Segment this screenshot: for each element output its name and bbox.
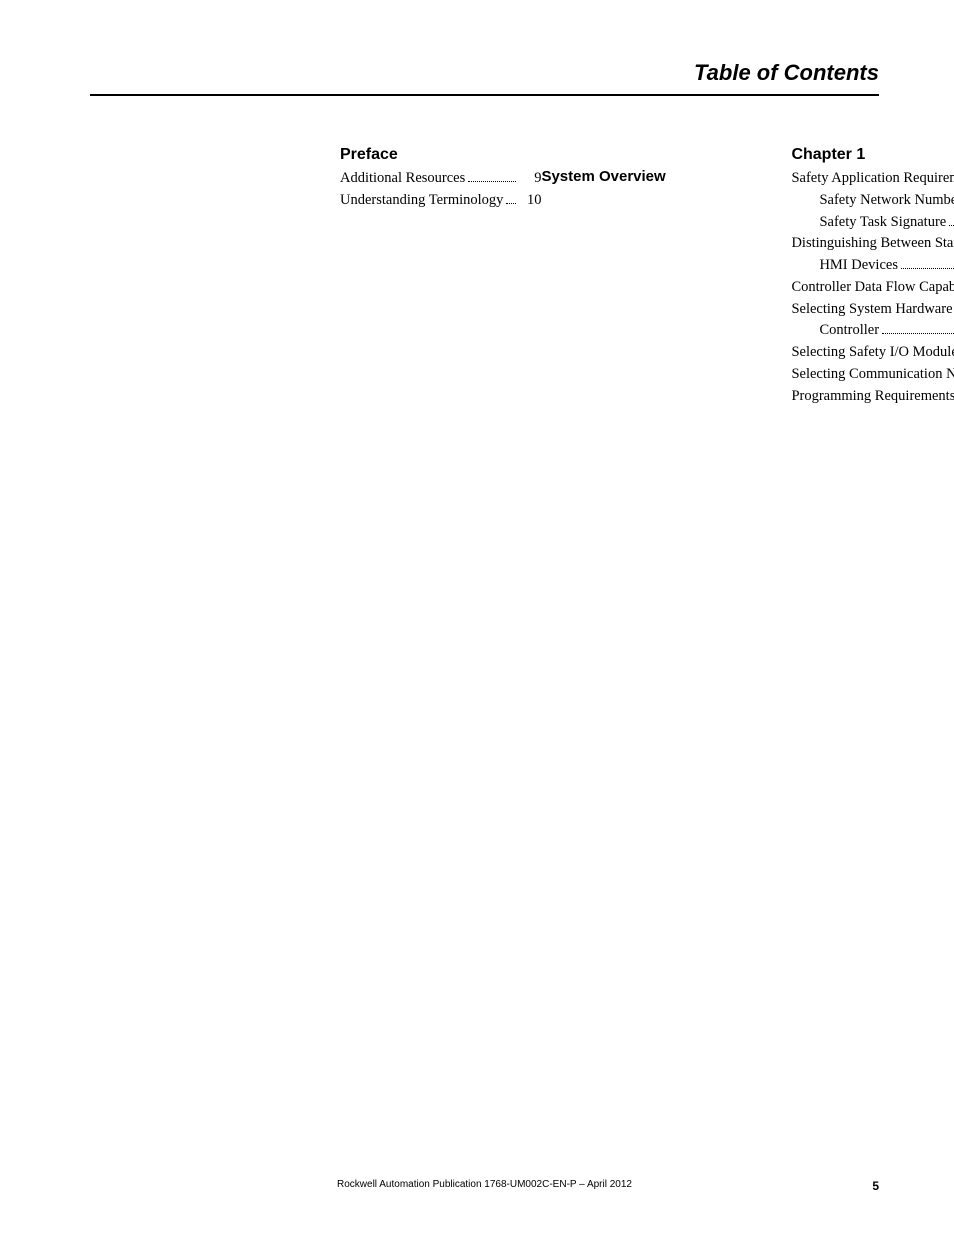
toc-entry-text: Safety Task Signature <box>819 212 946 234</box>
toc-entry-wrap: Selecting Communication Networks14 <box>791 364 954 386</box>
toc-row: HMI Devices12 <box>541 255 954 277</box>
footer-page-number: 5 <box>872 1179 879 1193</box>
toc-row: System OverviewSafety Application Requir… <box>541 168 954 190</box>
toc-dot-leader <box>882 333 954 334</box>
section-heading-row: Preface <box>90 146 541 168</box>
section-heading: Preface <box>340 146 541 164</box>
left-label-slot: System Overview <box>541 168 791 185</box>
toc-entry[interactable]: Distinguishing Between Standard and Safe… <box>791 233 954 255</box>
toc-content: PrefaceAdditional Resources9Understandin… <box>90 146 879 627</box>
toc-entry-wrap: Safety Network Number11 <box>791 190 954 212</box>
toc-row: Safety Task Signature12 <box>541 212 954 234</box>
toc-entry-wrap: Understanding Terminology 10 <box>340 190 541 212</box>
toc-row: Selecting Safety I/O Modules14 <box>541 342 954 364</box>
toc-section: Chapter 1System OverviewSafety Applicati… <box>541 146 954 603</box>
toc-entry-text: Selecting Communication Networks <box>791 364 954 386</box>
toc-entry-text: Selecting Safety I/O Modules <box>791 342 954 364</box>
toc-dot-leader <box>468 181 516 182</box>
footer-publication-text: Rockwell Automation Publication 1768-UM0… <box>337 1179 632 1190</box>
toc-row: Selecting System Hardware14 <box>541 299 954 321</box>
toc-entry-page: 10 <box>519 190 541 212</box>
toc-entry-wrap: Safety Application Requirements11 <box>791 168 954 190</box>
toc-entry-text: Safety Application Requirements <box>791 168 954 190</box>
toc-entry-text: Additional Resources <box>340 168 465 190</box>
toc-row: Controller Data Flow Capabilities13 <box>541 277 954 299</box>
toc-entry-wrap: HMI Devices12 <box>791 255 954 277</box>
toc-row: Controller14 <box>541 320 954 342</box>
toc-dot-leader <box>949 225 954 226</box>
toc-entry[interactable]: Selecting Safety I/O Modules14 <box>791 342 954 364</box>
toc-entry-wrap: Distinguishing Between Standard and Safe… <box>791 233 954 255</box>
section-heading-row: Chapter 1 <box>541 146 954 168</box>
section-heading: Chapter 1 <box>791 146 954 164</box>
toc-entry-wrap: Controller14 <box>791 320 954 342</box>
toc-entry-wrap: Programming Requirements15 <box>791 386 954 408</box>
toc-entry-wrap: Controller Data Flow Capabilities13 <box>791 277 954 299</box>
toc-entry[interactable]: Safety Network Number11 <box>791 190 954 212</box>
toc-entry-text: Safety Network Number <box>819 190 954 212</box>
toc-entry-text: Controller <box>819 320 879 342</box>
toc-entry[interactable]: Programming Requirements15 <box>791 386 954 408</box>
section-heading-wrap: Chapter 1 <box>791 146 954 168</box>
toc-dot-leader <box>901 268 954 269</box>
toc-entry-wrap: Selecting Safety I/O Modules14 <box>791 342 954 364</box>
section-label: System Overview <box>541 168 791 185</box>
toc-entry[interactable]: Safety Task Signature12 <box>791 212 954 234</box>
toc-row: Understanding Terminology 10 <box>90 190 541 212</box>
section-heading-wrap: Preface <box>340 146 541 168</box>
toc-entry[interactable]: Selecting System Hardware14 <box>791 299 954 321</box>
toc-row: Distinguishing Between Standard and Safe… <box>541 233 954 255</box>
toc-entry[interactable]: Safety Application Requirements11 <box>791 168 954 190</box>
toc-entry-wrap: Additional Resources 9 <box>340 168 541 190</box>
toc-entry[interactable]: Understanding Terminology 10 <box>340 190 541 212</box>
toc-entry-wrap: Safety Task Signature12 <box>791 212 954 234</box>
toc-entry-text: Understanding Terminology <box>340 190 503 212</box>
toc-dot-leader <box>506 203 516 204</box>
toc-entry-text: Selecting System Hardware <box>791 299 952 321</box>
toc-entry-text: Programming Requirements <box>791 386 954 408</box>
page-header-title: Table of Contents <box>90 60 879 96</box>
toc-row: Additional Resources 9 <box>90 168 541 190</box>
toc-entry[interactable]: HMI Devices12 <box>791 255 954 277</box>
toc-row: Programming Requirements15 <box>541 386 954 408</box>
toc-entry-text: Distinguishing Between Standard and Safe… <box>791 233 954 255</box>
toc-entry-text: HMI Devices <box>819 255 898 277</box>
toc-entry-wrap: Selecting System Hardware14 <box>791 299 954 321</box>
toc-row: Selecting Communication Networks14 <box>541 364 954 386</box>
page-footer: Rockwell Automation Publication 1768-UM0… <box>90 1179 879 1193</box>
toc-section: PrefaceAdditional Resources9Understandin… <box>90 146 541 603</box>
toc-entry[interactable]: Controller Data Flow Capabilities13 <box>791 277 954 299</box>
toc-entry[interactable]: Additional Resources 9 <box>340 168 541 190</box>
toc-row: Safety Network Number11 <box>541 190 954 212</box>
toc-entry-text: Controller Data Flow Capabilities <box>791 277 954 299</box>
toc-entry[interactable]: Selecting Communication Networks14 <box>791 364 954 386</box>
toc-entry[interactable]: Controller14 <box>791 320 954 342</box>
toc-entry-page: 9 <box>519 168 541 190</box>
